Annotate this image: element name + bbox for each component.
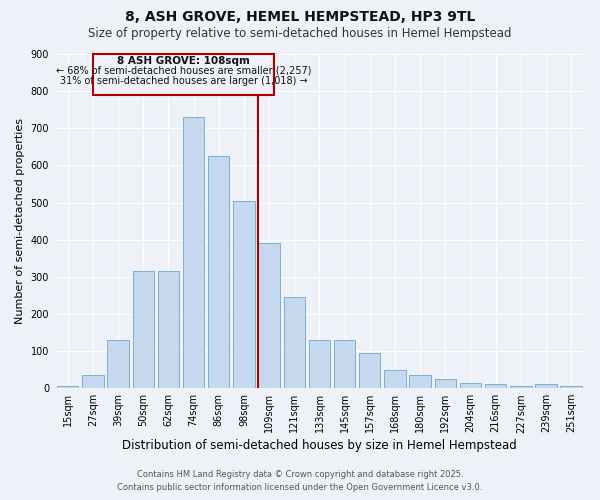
Text: 31% of semi-detached houses are larger (1,018) →: 31% of semi-detached houses are larger (… bbox=[60, 76, 307, 86]
Bar bbox=[309, 340, 330, 388]
Bar bbox=[133, 271, 154, 388]
Bar bbox=[485, 384, 506, 388]
Text: 8, ASH GROVE, HEMEL HEMPSTEAD, HP3 9TL: 8, ASH GROVE, HEMEL HEMPSTEAD, HP3 9TL bbox=[125, 10, 475, 24]
Text: 8 ASH GROVE: 108sqm: 8 ASH GROVE: 108sqm bbox=[117, 56, 250, 66]
Bar bbox=[158, 271, 179, 388]
Bar bbox=[409, 375, 431, 388]
Bar bbox=[535, 384, 557, 388]
Text: ← 68% of semi-detached houses are smaller (2,257): ← 68% of semi-detached houses are smalle… bbox=[56, 66, 311, 76]
Bar bbox=[284, 297, 305, 388]
FancyBboxPatch shape bbox=[93, 54, 274, 95]
Bar bbox=[510, 386, 532, 388]
Text: Size of property relative to semi-detached houses in Hemel Hempstead: Size of property relative to semi-detach… bbox=[88, 28, 512, 40]
Bar bbox=[82, 375, 104, 388]
Y-axis label: Number of semi-detached properties: Number of semi-detached properties bbox=[15, 118, 25, 324]
Bar bbox=[107, 340, 129, 388]
Bar bbox=[384, 370, 406, 388]
Bar bbox=[460, 382, 481, 388]
Text: Contains HM Land Registry data © Crown copyright and database right 2025.
Contai: Contains HM Land Registry data © Crown c… bbox=[118, 470, 482, 492]
Bar bbox=[560, 386, 582, 388]
Bar bbox=[359, 353, 380, 388]
X-axis label: Distribution of semi-detached houses by size in Hemel Hempstead: Distribution of semi-detached houses by … bbox=[122, 440, 517, 452]
Bar bbox=[233, 200, 254, 388]
Bar bbox=[259, 244, 280, 388]
Bar bbox=[434, 379, 456, 388]
Bar bbox=[183, 117, 205, 388]
Bar bbox=[208, 156, 229, 388]
Bar bbox=[334, 340, 355, 388]
Bar bbox=[57, 386, 79, 388]
